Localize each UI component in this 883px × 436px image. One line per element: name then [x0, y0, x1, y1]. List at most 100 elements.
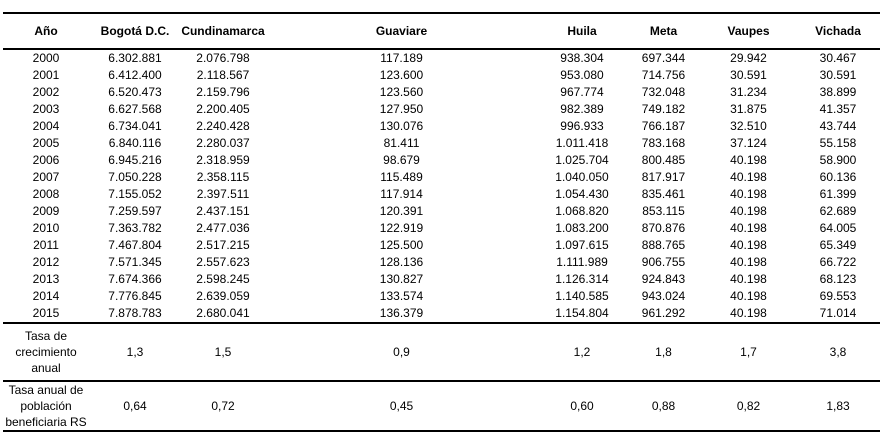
value-cell: 800.485: [641, 153, 686, 167]
value-cell: 1.040.050: [555, 170, 609, 184]
table-row: 2010 7.363.782 2.477.036 122.919 1.083.200 87…: [3, 220, 880, 237]
value-cell: 60.136: [819, 170, 857, 184]
value-cell: 38.899: [819, 85, 857, 99]
value-cell: 2.517.215: [196, 238, 250, 252]
value-cell: 37.124: [730, 136, 767, 150]
value-cell: 906.755: [641, 255, 686, 269]
column-header-2: Cundinamarca: [181, 12, 265, 50]
value-cell: 2.318.959: [196, 153, 250, 167]
summary-value-cell: 3,8: [796, 322, 880, 381]
value-cell: 122.919: [379, 221, 424, 235]
value-cell: 6.520.473: [108, 85, 162, 99]
value-cell: 7.467.804: [108, 238, 162, 252]
year-cell: 2000: [32, 51, 60, 65]
value-cell: 1.011.418: [555, 136, 609, 150]
value-cell: 43.744: [819, 119, 857, 133]
value-cell: 30.591: [819, 68, 857, 82]
year-cell: 2007: [32, 170, 60, 184]
value-cell: 65.349: [819, 238, 857, 252]
value-cell: 2.118.567: [196, 68, 250, 82]
value-cell: 133.574: [379, 289, 424, 303]
value-cell: 40.198: [730, 272, 767, 286]
year-cell: 2002: [32, 85, 60, 99]
column-header-6: Vaupes: [701, 12, 796, 50]
table-row: 2015 7.878.783 2.680.041 136.379 1.154.804 96…: [3, 305, 880, 323]
value-cell: 32.510: [730, 119, 767, 133]
value-cell: 961.292: [641, 306, 686, 320]
value-cell: 123.560: [379, 85, 424, 99]
value-cell: 7.155.052: [108, 187, 162, 201]
value-cell: 2.680.041: [196, 306, 250, 320]
value-cell: 40.198: [730, 255, 767, 269]
value-cell: 6.734.041: [108, 119, 162, 133]
value-cell: 58.900: [819, 153, 857, 167]
value-cell: 30.591: [730, 68, 767, 82]
value-cell: 40.198: [730, 204, 767, 218]
year-cell: 2008: [32, 187, 60, 201]
summary-row: Tasa anual de población beneficiaria RS 0…: [3, 380, 880, 432]
summary-value-cell: 0,64: [89, 380, 181, 432]
value-cell: 1.111.989: [556, 255, 608, 269]
value-cell: 40.198: [730, 289, 767, 303]
value-cell: 2.437.151: [196, 204, 250, 218]
value-cell: 982.389: [560, 102, 604, 116]
year-cell: 2015: [32, 306, 60, 320]
value-cell: 117.914: [380, 187, 423, 201]
value-cell: 40.198: [730, 238, 767, 252]
value-cell: 123.600: [379, 68, 424, 82]
value-cell: 1.054.430: [555, 187, 609, 201]
summary-rows: Tasa de crecimiento anual 1,3 1,5 0,9 1,2 1,8…: [3, 322, 880, 432]
summary-value-cell: 1,83: [796, 380, 880, 432]
value-cell: 127.950: [379, 102, 424, 116]
value-cell: 943.024: [641, 289, 686, 303]
column-header-0: Año: [3, 12, 89, 50]
value-cell: 1.097.615: [555, 238, 609, 252]
value-cell: 6.302.881: [108, 51, 162, 65]
data-rows: 2000 6.302.881 2.076.798 117.189 938.304 697.…: [3, 49, 880, 323]
year-cell: 2013: [32, 272, 60, 286]
summary-value-cell: 0,88: [626, 380, 701, 432]
value-cell: 967.774: [560, 85, 604, 99]
table-row: 2002 6.520.473 2.159.796 123.560 967.774 732.…: [3, 84, 880, 101]
table-header: Año Bogotá D.C. Cundinamarca Guaviare Huila M…: [3, 12, 880, 50]
table-row: 2006 6.945.216 2.318.959 98.679 1.025.704 800…: [3, 152, 880, 169]
value-cell: 2.358.115: [196, 170, 250, 184]
value-cell: 2.477.036: [196, 221, 250, 235]
value-cell: 55.158: [819, 136, 857, 150]
value-cell: 835.461: [641, 187, 686, 201]
table-row: 2000 6.302.881 2.076.798 117.189 938.304 697.…: [3, 49, 880, 67]
value-cell: 62.689: [819, 204, 857, 218]
value-cell: 40.198: [730, 306, 767, 320]
value-cell: 783.168: [641, 136, 686, 150]
value-cell: 40.198: [730, 221, 767, 235]
column-header-5: Meta: [626, 12, 701, 50]
table-row: 2004 6.734.041 2.240.428 130.076 996.933 766.…: [3, 118, 880, 135]
value-cell: 40.198: [730, 187, 767, 201]
value-cell: 6.627.568: [108, 102, 162, 116]
value-cell: 938.304: [560, 51, 604, 65]
value-cell: 2.076.798: [196, 51, 250, 65]
summary-value-cell: 1,8: [626, 322, 701, 381]
value-cell: 766.187: [641, 119, 686, 133]
column-header-3: Guaviare: [265, 12, 538, 50]
value-cell: 117.189: [380, 51, 423, 65]
value-cell: 125.500: [379, 238, 424, 252]
value-cell: 2.159.796: [196, 85, 250, 99]
year-cell: 2006: [32, 153, 60, 167]
year-cell: 2010: [32, 221, 60, 235]
value-cell: 996.933: [560, 119, 604, 133]
value-cell: 2.397.511: [196, 187, 250, 201]
value-cell: 2.240.428: [196, 119, 250, 133]
value-cell: 1.126.314: [555, 272, 609, 286]
value-cell: 6.945.216: [108, 153, 162, 167]
summary-value-cell: 1,2: [538, 322, 626, 381]
table-row: 2001 6.412.400 2.118.567 123.600 953.080 714.…: [3, 67, 880, 84]
summary-value-cell: 0,45: [265, 380, 538, 432]
value-cell: 136.379: [379, 306, 424, 320]
value-cell: 81.411: [383, 136, 420, 150]
value-cell: 2.557.623: [196, 255, 250, 269]
value-cell: 66.722: [819, 255, 857, 269]
summary-value-cell: 0,9: [265, 322, 538, 381]
value-cell: 2.200.405: [196, 102, 250, 116]
summary-value-cell: 0,82: [701, 380, 796, 432]
